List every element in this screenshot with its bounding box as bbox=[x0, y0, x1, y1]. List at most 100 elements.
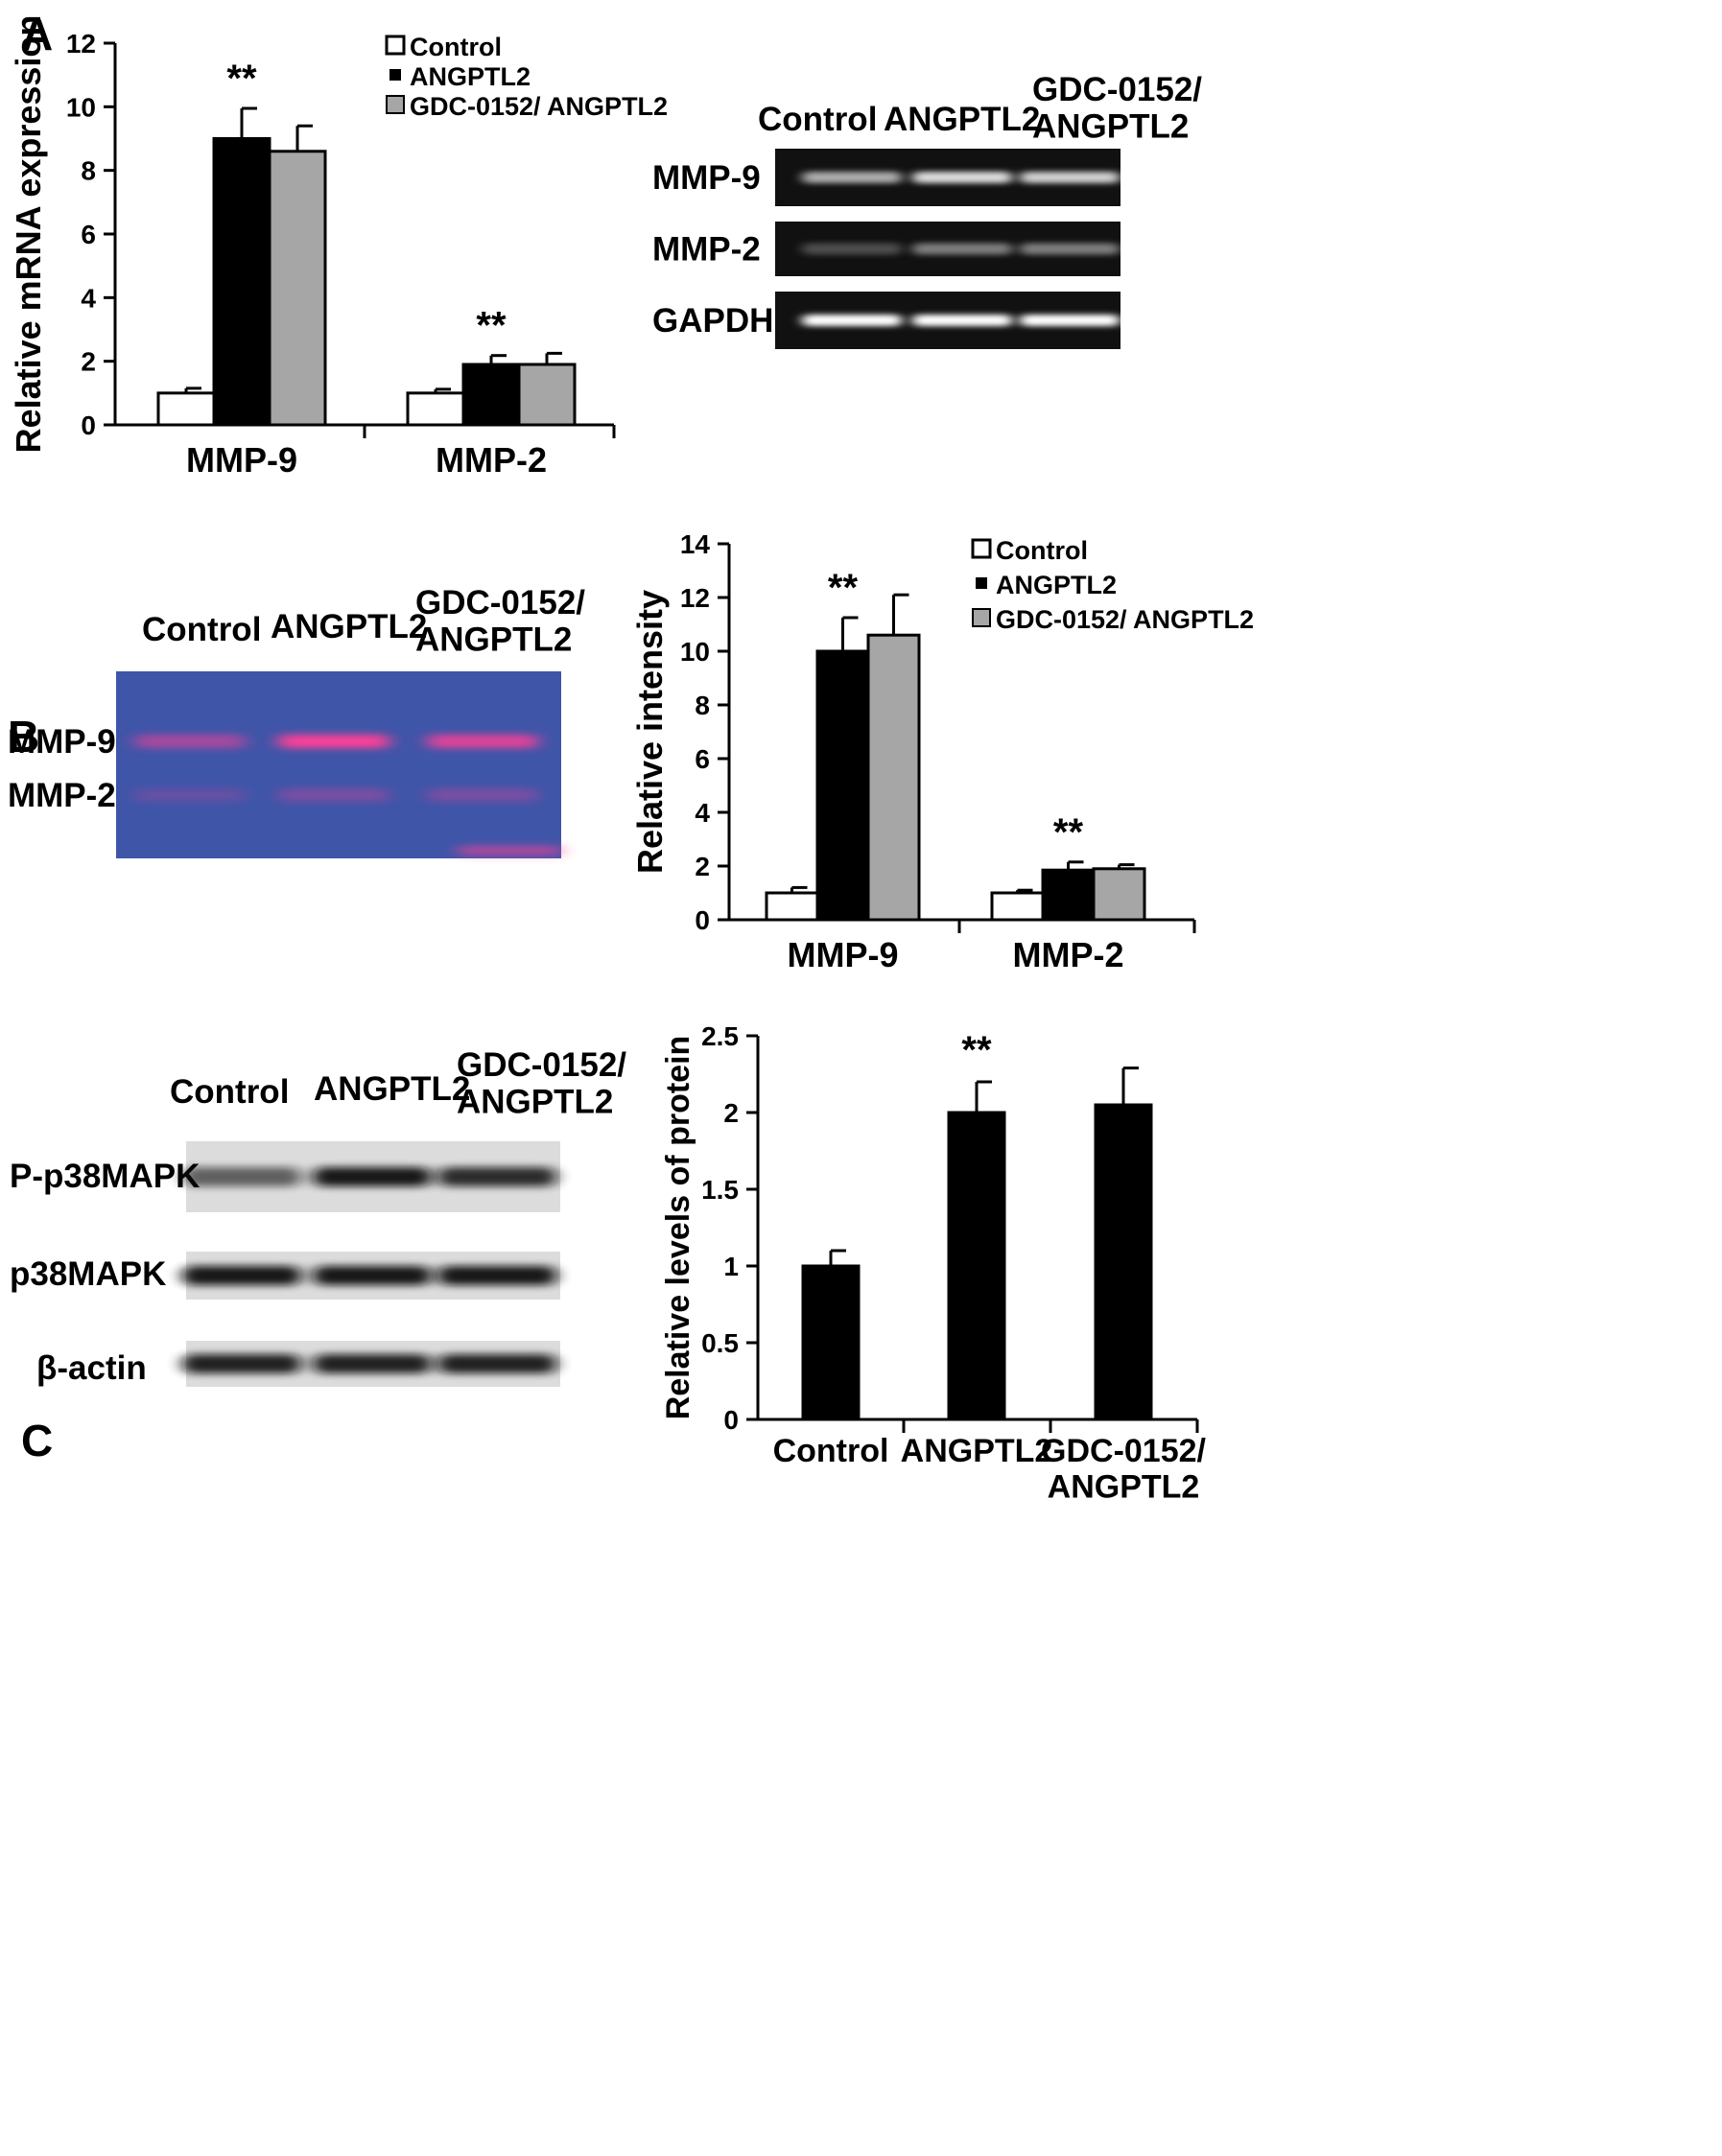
blot-band bbox=[437, 1266, 556, 1285]
bar-mmp-9-gdc-0152-angptl2 bbox=[866, 633, 921, 922]
bar-mmp-9-control bbox=[765, 891, 819, 922]
y-tick-label: 0 bbox=[81, 410, 96, 440]
bar-mmp-9-gdc-0152-angptl2 bbox=[268, 150, 327, 427]
y-axis-label: Relative levels of protein bbox=[660, 1036, 696, 1420]
chart-a-mrna-expression: 0 2 4 6 8 10 12 Relative mRNA expression MMP-9 MM… bbox=[9, 15, 668, 480]
y-tick-label: 0 bbox=[723, 1405, 739, 1435]
blot-band bbox=[313, 1354, 432, 1373]
y-tick-label: 6 bbox=[695, 744, 710, 774]
lane-label: ANGPTL2 bbox=[884, 101, 1040, 138]
legend-swatch bbox=[971, 538, 992, 559]
zymography-band bbox=[427, 788, 538, 802]
blot-band bbox=[182, 1266, 301, 1285]
gel-band bbox=[802, 315, 902, 326]
bar-mmp-2-gdc-0152-angptl2 bbox=[517, 363, 577, 427]
row-label: MMP-9 bbox=[652, 159, 761, 197]
panel-letter-c: C bbox=[21, 1416, 53, 1465]
bar-mmp-2-angptl2 bbox=[1041, 868, 1096, 922]
row-label: MMP-2 bbox=[8, 777, 116, 814]
bar-mmp-9-angptl2 bbox=[212, 137, 271, 427]
gel-band bbox=[912, 172, 1012, 183]
blot-band bbox=[313, 1167, 432, 1186]
y-tick-label: 12 bbox=[680, 583, 710, 613]
x-category-label: ANGPTL2 bbox=[901, 1433, 1053, 1469]
lane-label: ANGPTL2 bbox=[314, 1070, 470, 1108]
x-category-label: Control bbox=[773, 1433, 889, 1469]
y-tick-label: 1 bbox=[723, 1252, 739, 1281]
x-category-label: MMP-9 bbox=[186, 440, 297, 480]
bar-mmp-2-control bbox=[990, 891, 1045, 922]
zymography-band bbox=[134, 788, 246, 802]
bar-mmp-2-angptl2 bbox=[461, 363, 521, 427]
panel-letter-b: B bbox=[8, 712, 39, 762]
lane-label: Control bbox=[758, 101, 877, 138]
legend-label: Control bbox=[410, 33, 502, 61]
x-category-label: MMP-2 bbox=[1013, 935, 1124, 974]
y-axis-label: Relative mRNA expression bbox=[9, 15, 48, 454]
significance-marker: ** bbox=[828, 567, 859, 609]
zymography-band bbox=[278, 788, 389, 802]
y-tick-label: 12 bbox=[66, 29, 96, 59]
blot-band bbox=[313, 1266, 432, 1285]
gel-band bbox=[802, 243, 902, 255]
y-tick-label: 0 bbox=[695, 905, 710, 935]
blot-band bbox=[437, 1167, 556, 1186]
legend-swatch bbox=[976, 577, 987, 589]
significance-marker: ** bbox=[226, 58, 257, 100]
lane-label: GDC-0152/ANGPTL2 bbox=[457, 1046, 626, 1121]
significance-marker: ** bbox=[1053, 811, 1084, 854]
row-label: p38MAPK bbox=[10, 1255, 166, 1293]
bar-mmp-9-control bbox=[156, 391, 216, 427]
y-axis-label: Relative intensity bbox=[630, 590, 670, 874]
y-tick-label: 0.5 bbox=[701, 1328, 739, 1358]
zymography-band bbox=[427, 735, 538, 748]
legend-label: GDC-0152/ ANGPTL2 bbox=[410, 92, 668, 121]
bar-gdc-0152-angptl2 bbox=[1094, 1103, 1153, 1421]
blot-band bbox=[182, 1354, 301, 1373]
row-label: β-actin bbox=[36, 1349, 147, 1387]
y-tick-label: 1.5 bbox=[701, 1175, 739, 1205]
legend-label: GDC-0152/ ANGPTL2 bbox=[996, 605, 1254, 634]
blot-band bbox=[437, 1354, 556, 1373]
y-tick-label: 6 bbox=[81, 220, 96, 249]
legend-label: Control bbox=[996, 536, 1088, 565]
bar-angptl2 bbox=[947, 1111, 1006, 1421]
lane-label: Control bbox=[142, 611, 261, 648]
y-tick-label: 4 bbox=[695, 798, 710, 828]
bar-mmp-9-angptl2 bbox=[815, 649, 870, 922]
legend-label: ANGPTL2 bbox=[410, 62, 531, 91]
y-tick-label: 4 bbox=[81, 283, 96, 313]
lane-label: GDC-0152/ANGPTL2 bbox=[1032, 71, 1202, 146]
panel-letter-a: A bbox=[21, 10, 53, 59]
row-label: P-p38MAPK bbox=[10, 1158, 200, 1195]
y-tick-label: 2 bbox=[723, 1098, 739, 1128]
gel-edge-artifact bbox=[459, 846, 561, 855]
legend-label: ANGPTL2 bbox=[996, 571, 1117, 599]
gel-band bbox=[1020, 243, 1120, 255]
significance-marker: ** bbox=[476, 305, 507, 347]
y-tick-label: 8 bbox=[81, 156, 96, 186]
legend-swatch bbox=[385, 35, 406, 56]
chart-b-relative-intensity: 0 2 4 6 8 10 12 14 Relative intensity MMP-9 MMP-2 *… bbox=[630, 529, 1254, 974]
row-label: MMP-2 bbox=[652, 231, 761, 269]
gel-band bbox=[912, 315, 1012, 326]
gel-band bbox=[802, 172, 902, 183]
bar-mmp-2-gdc-0152-angptl2 bbox=[1092, 867, 1146, 922]
lane-label: ANGPTL2 bbox=[271, 608, 427, 645]
bar-mmp-2-control bbox=[406, 391, 465, 427]
y-tick-label: 2 bbox=[81, 347, 96, 377]
y-tick-label: 8 bbox=[695, 691, 710, 720]
y-tick-label: 10 bbox=[680, 637, 710, 667]
row-label: MMP-9 bbox=[8, 723, 116, 761]
zymography-band bbox=[134, 735, 246, 748]
gel-band bbox=[912, 243, 1012, 255]
lane-label: GDC-0152/ANGPTL2 bbox=[415, 584, 585, 659]
legend-swatch bbox=[972, 608, 991, 627]
y-tick-label: 2 bbox=[695, 852, 710, 881]
x-category-label: MMP-9 bbox=[788, 935, 899, 974]
